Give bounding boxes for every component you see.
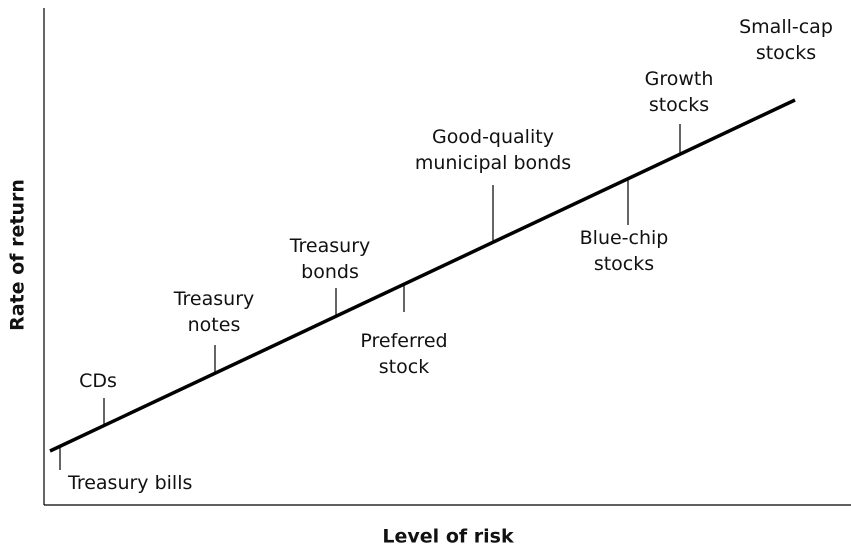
node-label: Treasury bonds	[289, 235, 371, 283]
node-label: Treasury notes	[173, 288, 255, 336]
label-line: stocks	[594, 253, 654, 275]
node-label: Growth stocks	[645, 68, 714, 116]
y-axis-title: Rate of return	[7, 179, 29, 331]
label-line: stocks	[649, 94, 709, 116]
node-label: CDs	[79, 370, 117, 392]
label-line: municipal bonds	[415, 152, 571, 174]
node-label: Small-cap stocks	[739, 16, 833, 64]
label-line: Treasury	[289, 235, 371, 257]
label-line: stock	[379, 356, 429, 378]
node-label: Blue-chip stocks	[580, 227, 669, 275]
label-line: bonds	[301, 261, 359, 283]
label-line: Good-quality	[432, 126, 554, 148]
risk-return-line	[49, 98, 796, 453]
label-line: stocks	[756, 42, 816, 64]
label-line: Preferred	[360, 330, 447, 352]
label-line: Treasury bills	[67, 472, 192, 494]
node-label: Treasury bills	[67, 472, 192, 494]
node-label: Preferred stock	[360, 330, 447, 378]
label-line: Blue-chip	[580, 227, 669, 249]
node-label: Good-quality municipal bonds	[415, 126, 571, 174]
x-axis-title: Level of risk	[382, 526, 514, 548]
label-line: Treasury	[173, 288, 255, 310]
label-line: CDs	[79, 370, 117, 392]
label-line: notes	[188, 314, 241, 336]
label-line: Growth	[645, 68, 714, 90]
label-line: Small-cap	[739, 16, 833, 38]
